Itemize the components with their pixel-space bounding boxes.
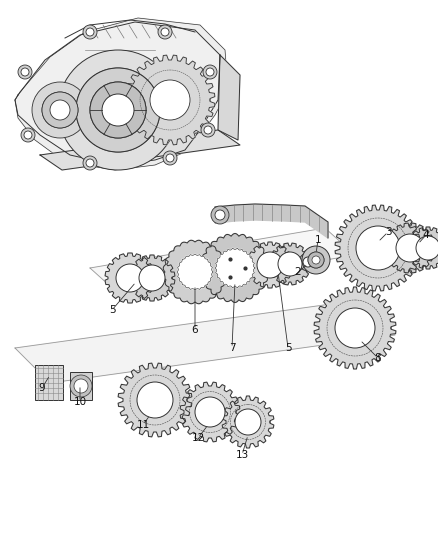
Polygon shape <box>177 254 213 290</box>
Polygon shape <box>180 382 240 442</box>
Text: 2: 2 <box>295 267 301 277</box>
Text: 3: 3 <box>385 227 391 237</box>
Text: 7: 7 <box>229 343 235 353</box>
Text: 13: 13 <box>235 450 249 460</box>
Polygon shape <box>222 396 274 448</box>
Polygon shape <box>407 227 438 269</box>
Circle shape <box>74 379 88 393</box>
Polygon shape <box>90 228 355 295</box>
Circle shape <box>335 308 375 348</box>
Circle shape <box>102 94 134 126</box>
Circle shape <box>235 409 261 435</box>
Circle shape <box>201 123 215 137</box>
Polygon shape <box>201 233 269 303</box>
Circle shape <box>396 234 424 262</box>
Circle shape <box>312 256 320 264</box>
Polygon shape <box>247 242 293 288</box>
Polygon shape <box>218 55 240 140</box>
Circle shape <box>163 151 177 165</box>
Text: 10: 10 <box>74 397 87 407</box>
Circle shape <box>86 159 94 167</box>
Polygon shape <box>335 205 421 291</box>
Circle shape <box>158 25 172 39</box>
Circle shape <box>137 382 173 418</box>
Circle shape <box>24 131 32 139</box>
Text: 9: 9 <box>39 383 45 393</box>
Circle shape <box>83 156 97 170</box>
Polygon shape <box>385 223 435 273</box>
Circle shape <box>58 50 178 170</box>
Polygon shape <box>15 300 395 383</box>
Circle shape <box>166 154 174 162</box>
Polygon shape <box>215 204 328 238</box>
Text: 8: 8 <box>374 353 381 363</box>
Circle shape <box>299 253 317 271</box>
Text: 6: 6 <box>192 325 198 335</box>
Polygon shape <box>15 18 228 170</box>
Circle shape <box>76 68 160 152</box>
Polygon shape <box>118 363 192 437</box>
Circle shape <box>150 80 190 120</box>
Circle shape <box>302 246 330 274</box>
Circle shape <box>211 206 229 224</box>
Text: 12: 12 <box>191 433 205 443</box>
Polygon shape <box>314 287 396 369</box>
Text: 5: 5 <box>285 343 291 353</box>
Circle shape <box>416 236 438 260</box>
Text: 11: 11 <box>136 420 150 430</box>
Polygon shape <box>40 130 240 170</box>
FancyBboxPatch shape <box>35 365 63 400</box>
Polygon shape <box>215 248 255 288</box>
Polygon shape <box>129 255 175 301</box>
Circle shape <box>32 82 88 138</box>
Circle shape <box>21 68 29 76</box>
Circle shape <box>215 210 225 220</box>
Circle shape <box>161 28 169 36</box>
Circle shape <box>203 65 217 79</box>
Circle shape <box>90 82 146 138</box>
Circle shape <box>308 252 324 268</box>
Circle shape <box>206 68 214 76</box>
Circle shape <box>278 252 302 276</box>
Polygon shape <box>125 55 215 145</box>
Circle shape <box>86 28 94 36</box>
Text: 1: 1 <box>314 235 321 245</box>
Circle shape <box>303 257 313 267</box>
Circle shape <box>70 375 92 397</box>
Polygon shape <box>163 240 227 304</box>
Polygon shape <box>269 243 311 285</box>
Circle shape <box>90 82 146 138</box>
Circle shape <box>83 25 97 39</box>
Text: 5: 5 <box>109 305 115 315</box>
Circle shape <box>18 65 32 79</box>
Circle shape <box>50 100 70 120</box>
Text: 4: 4 <box>423 230 429 240</box>
Circle shape <box>116 264 144 292</box>
Polygon shape <box>15 22 220 165</box>
Circle shape <box>42 92 78 128</box>
Circle shape <box>356 226 400 270</box>
Circle shape <box>204 126 212 134</box>
Circle shape <box>308 252 324 268</box>
Circle shape <box>139 265 165 291</box>
Circle shape <box>257 252 283 278</box>
Circle shape <box>195 397 225 427</box>
Circle shape <box>21 128 35 142</box>
Circle shape <box>76 68 160 152</box>
Polygon shape <box>105 253 155 303</box>
FancyBboxPatch shape <box>70 372 92 400</box>
Circle shape <box>42 92 78 128</box>
